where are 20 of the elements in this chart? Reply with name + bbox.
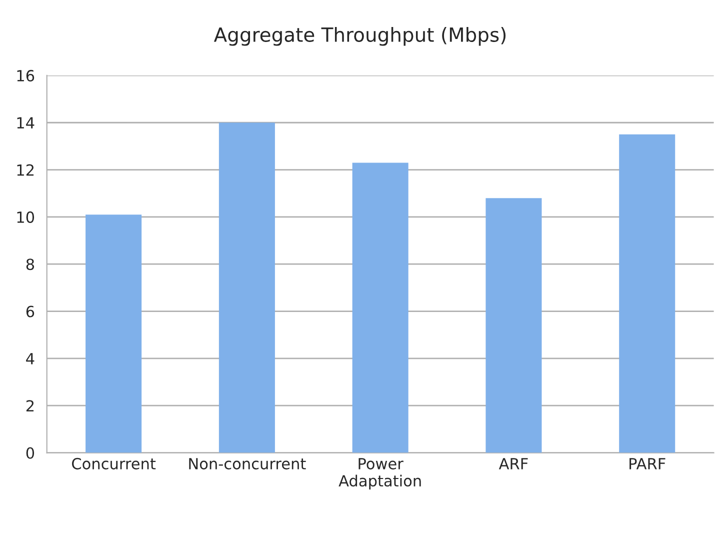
x-tick-label: PARF xyxy=(630,458,666,470)
y-tick-label: 16 xyxy=(17,70,34,82)
chart-title: Aggregate Throughput (Mbps) xyxy=(214,26,506,46)
y-tick-label: 0 xyxy=(26,447,34,459)
y-tick-label: 14 xyxy=(17,117,34,128)
bar xyxy=(486,198,542,453)
x-tick-label: Concurrent xyxy=(72,458,156,470)
bar xyxy=(218,122,275,453)
y-tick-label: 2 xyxy=(26,400,34,412)
x-tick-label: ARF xyxy=(498,458,528,470)
x-tick-label: Power Adaptation xyxy=(338,458,421,490)
y-tick-label: 10 xyxy=(17,211,34,223)
bar xyxy=(619,134,676,453)
bar xyxy=(86,214,142,453)
y-tick-label: 4 xyxy=(26,353,34,364)
y-tick-label: 6 xyxy=(26,306,34,318)
y-tick-label: 8 xyxy=(26,258,34,270)
bar xyxy=(352,162,408,453)
x-tick-label: Non-concurrent xyxy=(189,458,306,470)
y-tick-label: 12 xyxy=(17,164,34,176)
